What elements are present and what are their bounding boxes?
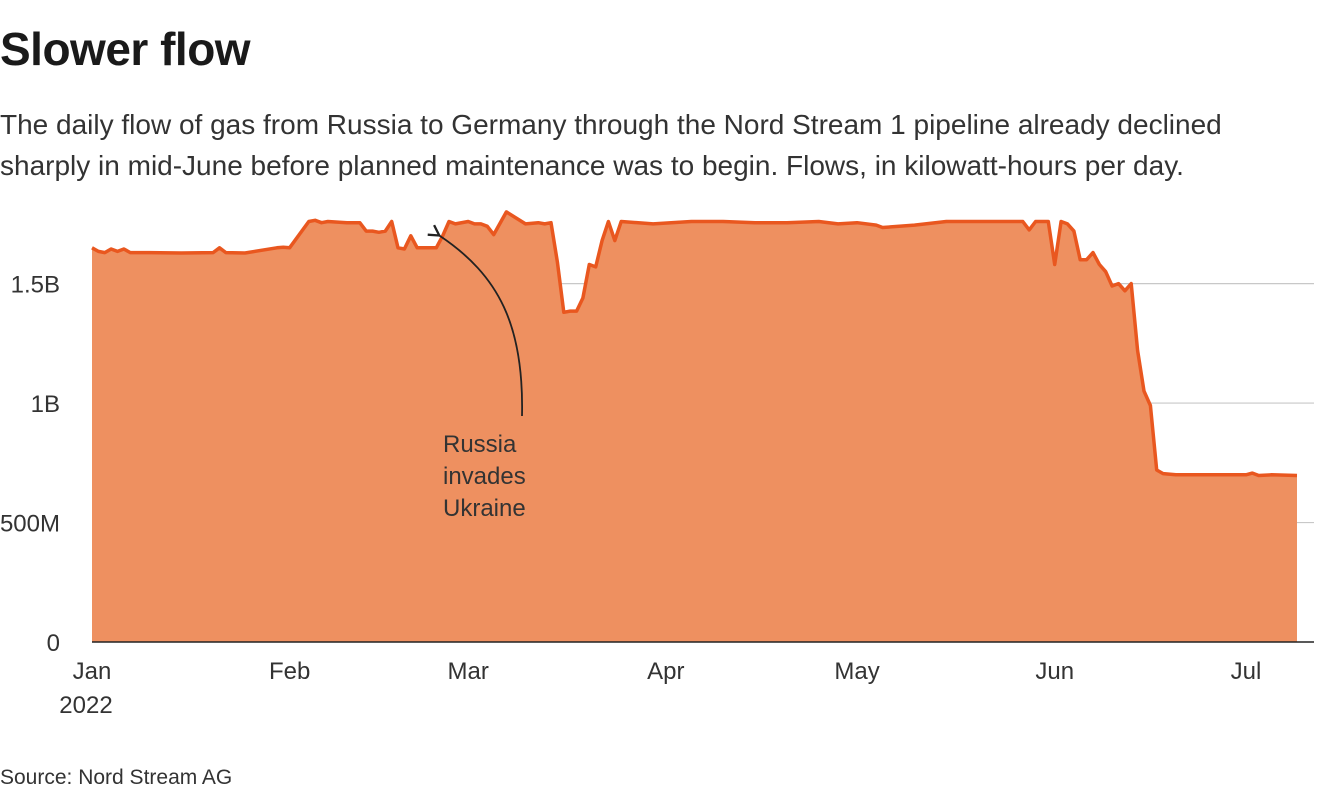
area-series [91, 210, 1314, 643]
y-tick-label: 0 [47, 630, 60, 657]
area-fill [92, 211, 1297, 642]
x-tick-label: Jul [1231, 658, 1262, 685]
x-tick-label: Mar [447, 658, 488, 685]
chart-title: Slower flow [0, 23, 251, 75]
annotation: Russia invades Ukraine [427, 224, 526, 522]
series-line [91, 210, 1298, 478]
x-tick-label: Jan [73, 658, 112, 685]
x-tick-label: Jun [1035, 658, 1074, 685]
source-note: Source: Nord Stream AG [0, 766, 233, 789]
y-axis: 0 500M 1B 1.5B [0, 272, 60, 657]
x-axis: Jan 2022 Feb Mar Apr May Jun Jul [59, 658, 1261, 719]
annotation-text: Russia [443, 431, 517, 458]
annotation-arrow [427, 224, 523, 417]
y-tick-label: 500M [0, 511, 60, 538]
area-chart: 0 500M 1B 1.5B Jan 2022 Feb Mar Apr May Jun Jul Ru… [0, 210, 1314, 719]
y-tick-label: 1.5B [11, 272, 60, 299]
annotation-text: invades [443, 463, 526, 490]
chart-subtitle: The daily flow of gas from Russia to Ger… [0, 109, 1222, 181]
x-tick-label: Feb [269, 658, 310, 685]
x-tick-year-label: 2022 [59, 692, 112, 719]
x-tick-label: Apr [647, 658, 684, 685]
x-tick-label: May [834, 658, 879, 685]
y-tick-label: 1B [31, 391, 60, 418]
annotation-text: Ukraine [443, 495, 526, 522]
